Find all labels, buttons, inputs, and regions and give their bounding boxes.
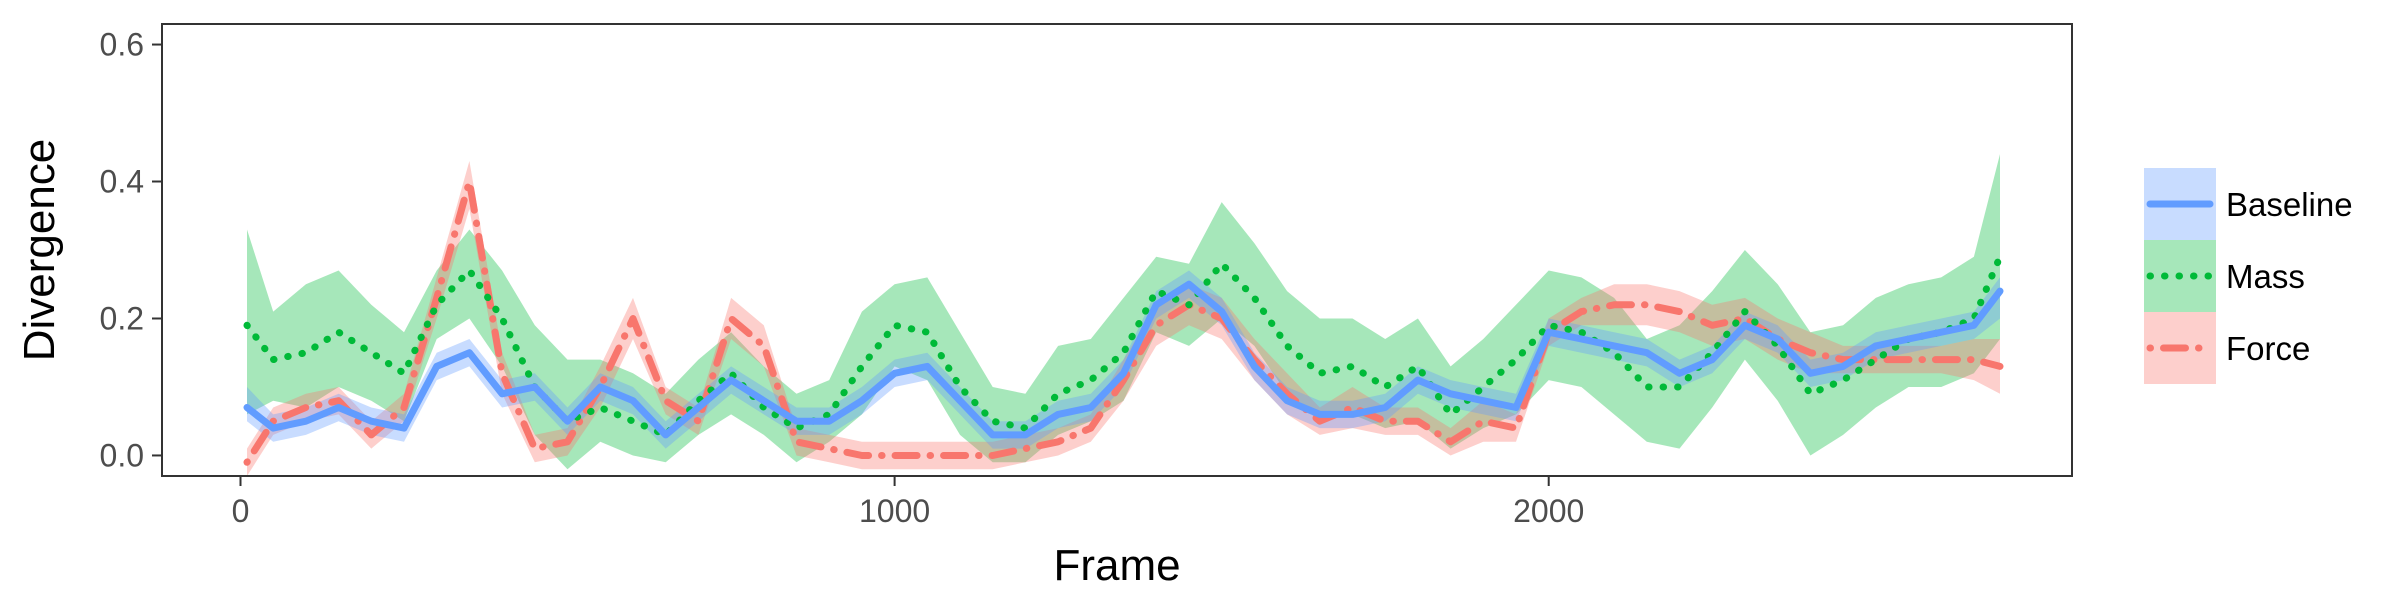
legend-label-mass: Mass [2226,258,2305,295]
legend: Baseline Mass Force [2144,168,2353,384]
x-axis: 0 1000 2000 [232,476,1584,529]
x-tick-label: 0 [232,493,250,529]
y-tick-label: 0.6 [100,27,144,63]
x-axis-title: Frame [1053,541,1180,590]
legend-label-force: Force [2226,330,2310,367]
confidence-bands [247,154,2000,476]
band-mass [247,154,2000,470]
y-axis-title: Divergence [15,139,64,362]
line-force [243,178,2004,466]
line-baseline [243,280,2004,439]
legend-label-baseline: Baseline [2226,186,2353,223]
y-tick-label: 0.2 [100,300,144,336]
y-axis: 0.0 0.2 0.4 0.6 [100,27,162,473]
y-tick-label: 0.0 [100,437,144,473]
band-baseline [247,270,2000,449]
band-force [247,161,2000,476]
x-tick-label: 2000 [1513,493,1584,529]
x-tick-label: 1000 [859,493,930,529]
panel-border [161,23,2073,477]
series-lines [243,178,2004,466]
y-tick-label: 0.4 [100,164,144,200]
